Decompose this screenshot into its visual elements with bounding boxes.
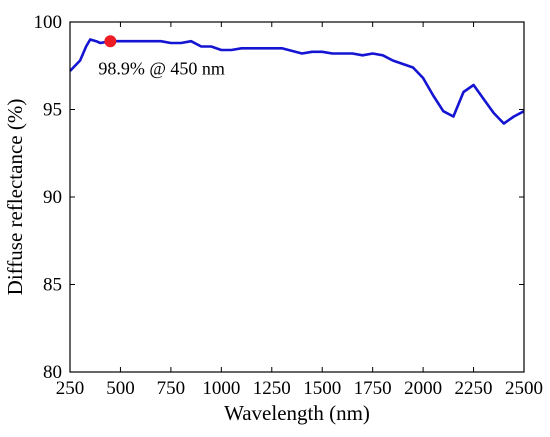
peak-annotation: 98.9% @ 450 nm [98,58,225,78]
x-axis-label: Wavelength (nm) [224,401,370,425]
y-tick-label: 80 [43,362,62,383]
y-tick-label: 100 [34,12,63,33]
y-axis-label: Diffuse reflectance (%) [3,99,27,296]
x-tick-label: 2000 [404,378,442,399]
x-tick-label: 2250 [455,378,493,399]
x-axis-ticks: 250 500 750 1000 1250 1500 1750 2000 2250 2500 [56,22,543,399]
y-tick-label: 85 [43,275,62,296]
x-tick-label: 750 [157,378,186,399]
x-tick-label: 1500 [303,378,341,399]
plot-frame [69,21,525,373]
x-tick-label: 1750 [354,378,392,399]
x-tick-label: 250 [56,378,85,399]
y-tick-label: 95 [43,100,62,121]
y-tick-label: 90 [43,187,62,208]
x-tick-label: 1000 [202,378,240,399]
x-tick-label: 2500 [505,378,543,399]
x-tick-label: 500 [106,378,135,399]
reflectance-series-line [69,38,525,125]
y-axis-ticks: 80 85 90 95 100 [34,12,524,383]
peak-marker [104,35,117,48]
x-tick-label: 1250 [253,378,291,399]
